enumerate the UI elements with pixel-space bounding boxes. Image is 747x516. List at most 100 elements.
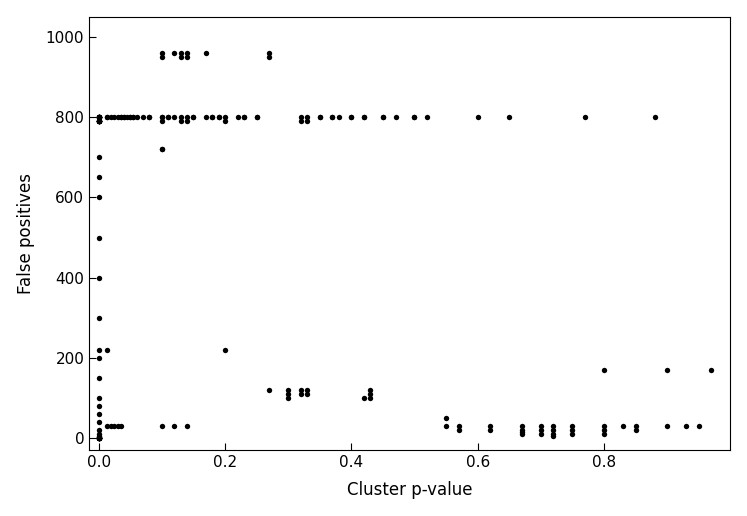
Point <box>326 113 338 121</box>
Point <box>93 113 105 121</box>
Point <box>101 113 113 121</box>
Point <box>232 113 244 121</box>
Point <box>181 113 193 121</box>
Point <box>598 426 610 434</box>
Point <box>453 422 465 430</box>
Point <box>93 418 105 426</box>
Point <box>579 113 591 121</box>
Point <box>301 113 313 121</box>
Point <box>365 394 376 402</box>
Point <box>93 233 105 241</box>
Point <box>93 354 105 362</box>
Point <box>93 434 105 442</box>
Point <box>332 113 344 121</box>
Point <box>238 113 250 121</box>
Point <box>93 433 105 441</box>
Point <box>295 117 307 125</box>
Point <box>535 430 547 439</box>
Point <box>168 49 180 57</box>
Point <box>238 113 250 121</box>
Point <box>409 113 421 121</box>
Point <box>93 402 105 410</box>
Point <box>548 426 560 434</box>
Point <box>93 117 105 125</box>
Point <box>115 422 127 430</box>
Point <box>124 113 136 121</box>
Point <box>301 386 313 394</box>
Point <box>93 113 105 121</box>
Point <box>93 434 105 442</box>
Point <box>93 434 105 442</box>
Point <box>263 53 275 61</box>
Point <box>358 394 370 402</box>
Point <box>598 366 610 374</box>
Point <box>93 434 105 442</box>
Point <box>377 113 389 121</box>
Point <box>93 117 105 125</box>
Point <box>692 422 704 430</box>
Point <box>93 434 105 442</box>
Point <box>93 117 105 125</box>
Point <box>143 113 155 121</box>
Point <box>250 113 262 121</box>
Point <box>219 113 231 121</box>
Point <box>101 113 113 121</box>
Point <box>93 117 105 125</box>
Point <box>175 117 187 125</box>
Point <box>118 113 130 121</box>
Point <box>453 426 465 434</box>
Point <box>131 113 143 121</box>
Point <box>365 390 376 398</box>
Point <box>156 53 168 61</box>
Point <box>200 49 212 57</box>
Point <box>566 426 578 434</box>
Point <box>250 113 262 121</box>
Point <box>548 432 560 441</box>
Point <box>93 434 105 442</box>
Point <box>440 422 452 430</box>
Point <box>365 386 376 394</box>
Point <box>503 113 515 121</box>
Point <box>93 434 105 442</box>
Point <box>137 113 149 121</box>
Point <box>295 113 307 121</box>
Point <box>295 390 307 398</box>
Point <box>105 113 117 121</box>
Point <box>108 422 120 430</box>
Point <box>115 113 127 121</box>
Point <box>93 314 105 322</box>
Point <box>143 113 155 121</box>
Point <box>156 49 168 57</box>
Point <box>168 422 180 430</box>
Point <box>108 113 120 121</box>
Point <box>282 394 294 402</box>
Point <box>206 113 218 121</box>
Point <box>93 113 105 121</box>
Point <box>101 346 113 354</box>
Point <box>358 113 370 121</box>
Point <box>175 53 187 61</box>
Point <box>187 113 199 121</box>
Point <box>680 422 692 430</box>
Point <box>484 422 496 430</box>
Point <box>93 113 105 121</box>
Point <box>93 113 105 121</box>
Point <box>598 430 610 439</box>
Point <box>93 433 105 442</box>
Point <box>206 113 218 121</box>
Point <box>93 113 105 121</box>
Point <box>93 434 105 442</box>
Point <box>156 113 168 121</box>
Point <box>181 117 193 125</box>
Point <box>175 113 187 121</box>
Point <box>630 422 642 430</box>
Point <box>93 113 105 121</box>
Point <box>105 422 117 430</box>
Point <box>124 113 136 121</box>
Point <box>219 346 231 354</box>
Point <box>181 422 193 430</box>
X-axis label: Cluster p-value: Cluster p-value <box>347 481 473 499</box>
Point <box>471 113 483 121</box>
Point <box>168 113 180 121</box>
Point <box>535 426 547 434</box>
